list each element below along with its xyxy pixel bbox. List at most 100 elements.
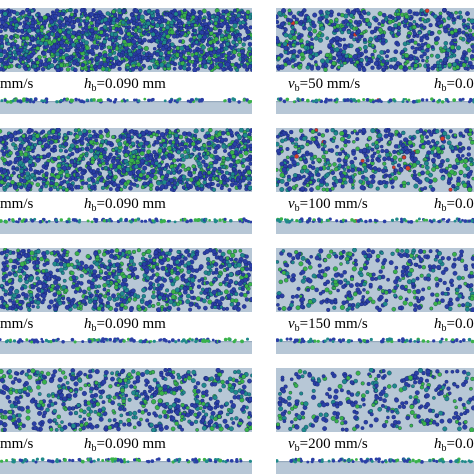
particle xyxy=(14,157,18,161)
particle xyxy=(367,22,372,27)
deposited-particle xyxy=(279,97,283,101)
particle xyxy=(144,56,148,60)
particle xyxy=(276,142,279,146)
particle xyxy=(451,184,455,188)
particle xyxy=(186,138,191,143)
particle xyxy=(229,67,233,71)
particle xyxy=(0,52,3,57)
particle xyxy=(344,144,348,148)
particle xyxy=(236,178,240,182)
particle xyxy=(64,149,68,153)
particle xyxy=(420,36,424,40)
particle xyxy=(394,169,398,173)
deposited-particle xyxy=(409,220,413,224)
particle xyxy=(243,133,248,138)
particle xyxy=(288,9,292,13)
particle xyxy=(91,160,95,164)
particle xyxy=(309,187,313,191)
particle xyxy=(242,64,247,69)
particle xyxy=(101,186,105,190)
particle xyxy=(150,38,154,42)
particle xyxy=(199,26,203,30)
particle xyxy=(392,150,396,154)
particle xyxy=(89,21,93,25)
particle xyxy=(101,67,105,71)
particle xyxy=(174,133,178,137)
particle xyxy=(0,180,4,184)
particle xyxy=(12,10,16,14)
deposited-particle xyxy=(458,98,461,101)
particle xyxy=(291,59,295,63)
particle xyxy=(322,188,326,192)
particle xyxy=(50,27,54,31)
particle xyxy=(42,182,45,185)
particle xyxy=(335,36,340,41)
particle xyxy=(56,65,60,69)
particle xyxy=(188,60,191,63)
particle xyxy=(437,30,441,34)
particle xyxy=(160,23,164,27)
particle xyxy=(207,141,211,145)
particle xyxy=(8,160,12,164)
particle xyxy=(469,129,473,133)
particle xyxy=(33,176,37,180)
particle xyxy=(292,160,297,165)
particle xyxy=(399,142,402,145)
particle xyxy=(202,9,206,13)
substrate-strip xyxy=(0,222,252,234)
particle xyxy=(26,55,31,60)
particle xyxy=(191,15,195,19)
particle xyxy=(318,17,323,22)
deposited-particle xyxy=(447,100,450,103)
particle xyxy=(70,185,74,189)
deposited-particle xyxy=(239,220,242,223)
particle xyxy=(131,47,134,50)
particle xyxy=(56,188,59,191)
particle xyxy=(407,182,410,185)
particle xyxy=(16,29,20,33)
particle xyxy=(138,134,142,138)
particle xyxy=(284,15,287,18)
particle xyxy=(3,12,8,17)
particle xyxy=(115,187,119,191)
particle xyxy=(346,166,349,169)
deposited-particle xyxy=(315,99,319,103)
deposited-particle xyxy=(95,218,99,222)
layer-thickness-label-partial: hb=0.0 xyxy=(434,75,474,98)
particle xyxy=(99,134,103,138)
deposited-particle xyxy=(243,99,246,102)
particle xyxy=(184,145,188,149)
particle xyxy=(234,38,238,42)
particle xyxy=(156,181,161,186)
particle xyxy=(35,13,38,16)
particle xyxy=(278,11,282,15)
particle xyxy=(283,42,288,47)
particle xyxy=(138,38,142,42)
particle xyxy=(39,59,43,63)
particle xyxy=(365,143,369,147)
particle xyxy=(76,140,80,144)
deposited-particle xyxy=(231,97,235,101)
particle xyxy=(9,47,12,50)
particle xyxy=(291,54,295,58)
particle xyxy=(87,166,91,170)
deposited-particle xyxy=(134,219,137,222)
particle xyxy=(183,9,186,12)
particle xyxy=(420,139,424,143)
particle xyxy=(23,138,27,142)
particle xyxy=(49,187,53,191)
particle xyxy=(178,22,182,26)
particle xyxy=(433,153,437,157)
particle xyxy=(79,154,83,158)
particle xyxy=(48,136,52,140)
particle xyxy=(139,173,143,177)
deposited-particle xyxy=(280,217,283,220)
particle xyxy=(318,38,323,43)
particle xyxy=(391,58,395,62)
particle xyxy=(108,155,111,158)
particle xyxy=(72,52,75,55)
particle xyxy=(381,169,386,174)
particle xyxy=(235,43,238,46)
deposited-particle xyxy=(0,99,3,102)
deposited-particle xyxy=(176,99,179,102)
